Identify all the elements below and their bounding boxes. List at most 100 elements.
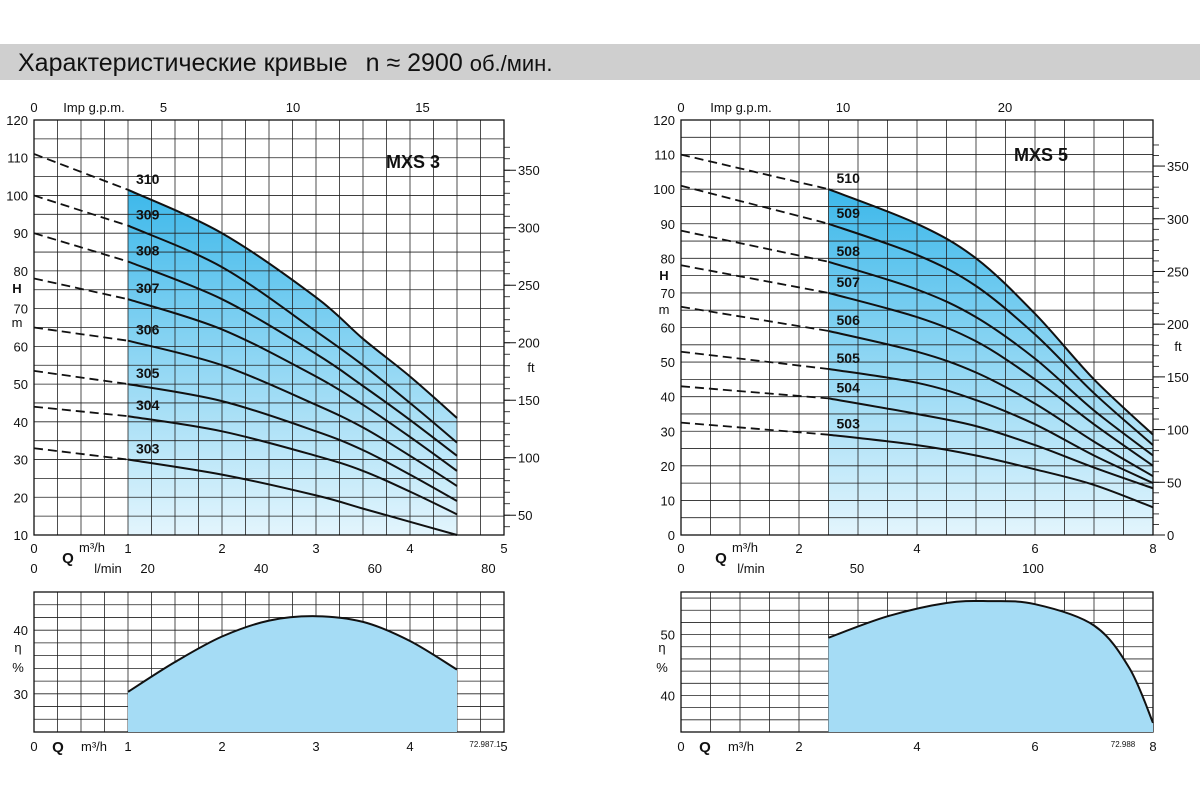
series-510-label: 510 [837,170,861,186]
h-chart-frame [680,119,1154,536]
y-tick-label: 50 [14,377,28,392]
ft-tick-label: 200 [518,336,540,351]
series-310-label: 310 [136,171,160,187]
y-axis-label-m: m [12,315,23,330]
x-unit-label: m³/h [79,540,105,555]
y-tick-label: 120 [653,113,675,128]
lmin-tick-label: 0 [677,561,684,576]
eff-axis-label-eta: η [658,640,665,655]
series-507-dashed [680,264,829,294]
series-304-dashed [33,405,129,418]
y-axis-label-m: m [659,302,670,317]
x-tick-label: 4 [406,541,413,556]
y-tick-label: 100 [653,182,675,197]
eff-x-unit-label: m³/h [81,739,107,754]
series-303-label: 303 [136,441,160,457]
series-305-label: 305 [136,365,160,381]
lmin-tick-label: 60 [368,561,382,576]
y-tick-label: 100 [6,188,28,203]
q-label: Q [62,550,74,567]
chart-title: MXS 5 [1014,145,1068,165]
series-503-curve [828,433,1154,509]
speed-value: n ≈ 2900 [365,49,463,77]
drawing-code: 72.987.1 [469,740,501,749]
series-509-label: 509 [837,205,861,221]
series-508-curve [828,260,1154,457]
x-tick-label: 3 [312,541,319,556]
series-504-dashed [680,385,829,400]
series-509-curve [828,222,1154,446]
series-503-label: 503 [837,416,861,432]
series-508-dashed [680,229,829,263]
eff-x-tick-label: 3 [312,739,319,754]
q-label: Q [715,550,727,567]
title-bar [0,44,1200,80]
series-305-curve [127,383,458,502]
y-tick-label: 50 [661,355,675,370]
lmin-tick-label: 50 [850,561,864,576]
gpm-tick-label: 15 [415,100,429,115]
lmin-tick-label: 100 [1022,561,1044,576]
x-tick-label: 2 [795,541,802,556]
series-309-dashed [33,194,129,227]
y-tick-label: 10 [661,493,675,508]
gpm-tick-label: 20 [998,100,1012,115]
ft-axis-label: ft [1174,339,1182,354]
lmin-tick-label: 80 [481,561,495,576]
drawing-code: 72.988 [1111,740,1136,749]
eff-x-tick-label: 1 [124,739,131,754]
eff-x-tick-label: 2 [795,739,802,754]
series-508-label: 508 [837,243,861,259]
y-tick-label: 80 [14,264,28,279]
eff-x-tick-label: 5 [500,739,507,754]
y-tick-label: 120 [6,113,28,128]
eff-x-tick-label: 8 [1149,739,1156,754]
ft-tick-label: 150 [518,393,540,408]
series-304-label: 304 [136,397,160,413]
series-506-curve [828,330,1154,478]
series-303-dashed [33,447,129,461]
y-tick-label: 20 [661,459,675,474]
eff-x-tick-label: 0 [30,739,37,754]
ft-tick-label: 250 [1167,264,1189,279]
x-unit-label: m³/h [732,540,758,555]
y-tick-label: 30 [661,424,675,439]
eff-x-tick-label: 2 [218,739,225,754]
y-tick-label: 90 [661,217,675,232]
y-axis-label-h: H [12,281,21,296]
eff-area-fill [828,600,1153,732]
eff-curve [127,615,458,693]
gpm-tick-label: 5 [160,100,167,115]
ft-tick-label: 350 [518,163,540,178]
y-tick-label: 60 [14,339,28,354]
series-304-curve [127,415,458,516]
y-tick-label: 70 [661,286,675,301]
ft-tick-label: 350 [1167,159,1189,174]
chart-0 [33,119,516,733]
chart-1 [680,119,1165,733]
ft-tick-label: 200 [1167,317,1189,332]
series-308-dashed [33,232,129,263]
series-507-label: 507 [837,274,861,290]
lmin-tick-label: 0 [30,561,37,576]
series-509-dashed [680,184,829,225]
ft-axis-label: ft [527,360,535,375]
eff-tick-label: 30 [14,687,28,702]
x-tick-label: 2 [218,541,225,556]
series-510-curve [828,188,1154,436]
eff-q-label: Q [699,739,711,756]
gpm-tick-label: 0 [677,100,684,115]
lmin-axis-label: l/min [94,561,121,576]
gpm-tick-label: 0 [30,100,37,115]
eff-curve [828,599,1154,724]
eff-axis-label-eta: η [14,640,21,655]
lmin-tick-label: 40 [254,561,268,576]
page-title: Характеристические кривые n ≈ 2900 об./ми… [18,46,552,81]
series-309-curve [127,224,458,444]
y-tick-label: 60 [661,321,675,336]
x-tick-label: 1 [124,541,131,556]
series-307-dashed [33,277,129,301]
series-506-label: 506 [837,312,861,328]
series-504-label: 504 [837,379,861,395]
title-main: Характеристические кривые [18,49,348,77]
